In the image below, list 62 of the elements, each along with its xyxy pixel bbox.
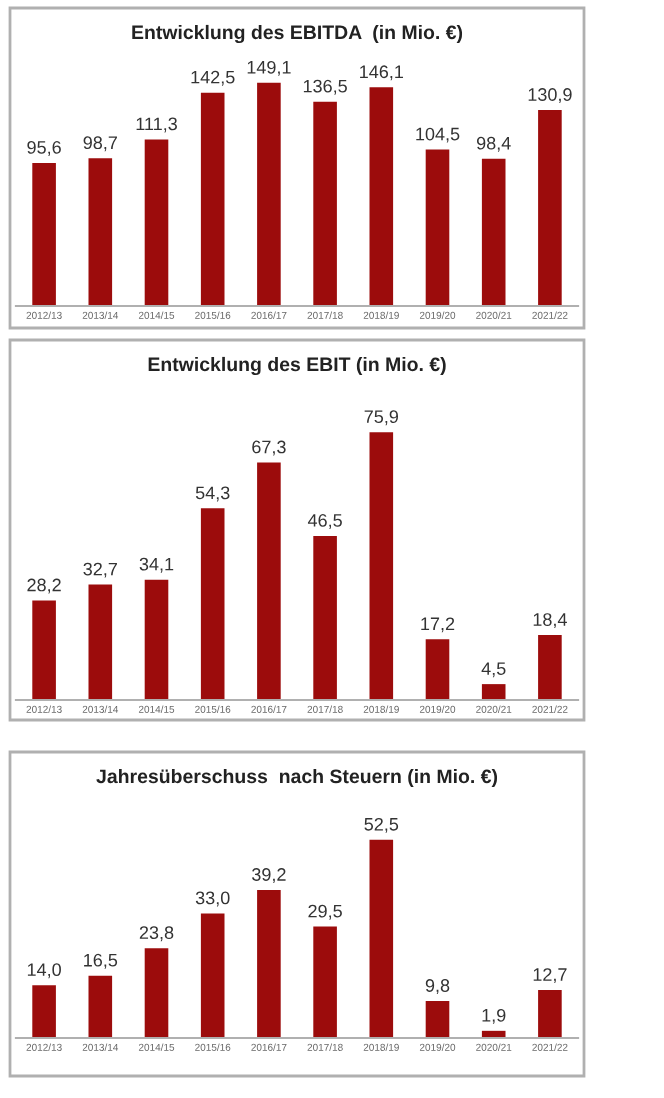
bar [88, 975, 113, 1038]
bar [32, 162, 56, 306]
data-label: 39,2 [252, 868, 286, 884]
data-label: 18,4 [533, 613, 567, 629]
bar [32, 600, 56, 700]
bar [425, 1001, 450, 1038]
bar [144, 579, 169, 700]
data-label: 29,5 [308, 904, 342, 920]
bar [481, 158, 506, 306]
data-label: 98,7 [83, 136, 117, 152]
bar [481, 684, 506, 700]
bar [200, 913, 225, 1038]
data-label: 46,5 [307, 513, 342, 529]
chart-title: Entwicklung des EBITDA (in Mio. €) [132, 24, 463, 44]
data-label: 95,6 [27, 140, 61, 156]
data-label: 28,2 [27, 578, 61, 594]
bar [257, 462, 281, 700]
data-label: 17,2 [421, 617, 455, 633]
data-label: 104,5 [416, 127, 460, 143]
data-label: 149,1 [247, 60, 291, 76]
data-label: 52,5 [364, 817, 399, 833]
bar [32, 985, 56, 1038]
data-label: 16,5 [84, 953, 118, 969]
bar [538, 110, 562, 306]
data-label: 130,9 [528, 88, 572, 104]
data-label: 33,0 [195, 891, 230, 907]
bar [200, 508, 225, 700]
data-label: 146,1 [360, 65, 404, 81]
data-label: 23,8 [139, 926, 174, 942]
bar [369, 87, 394, 306]
data-label: 34,1 [139, 557, 174, 573]
data-label: 12,7 [533, 968, 567, 984]
data-label: 1,9 [482, 1008, 506, 1024]
bar [88, 584, 113, 700]
data-label: 142,5 [191, 70, 235, 86]
bar [425, 639, 450, 700]
data-label: 111,3 [136, 117, 177, 133]
bar [425, 149, 450, 306]
chart-title: Jahresüberschuss nach Steuern (in Mio. €) [96, 768, 498, 788]
data-label: 4,5 [481, 662, 506, 678]
bar [538, 635, 562, 700]
bar [313, 101, 337, 306]
data-label: 54,3 [195, 486, 230, 502]
bar [88, 158, 113, 306]
data-label: 9,8 [425, 979, 450, 995]
data-label: 136,5 [303, 79, 347, 95]
bar [369, 432, 394, 700]
data-label: 75,9 [364, 410, 399, 426]
bar [369, 839, 394, 1038]
bar [313, 535, 337, 700]
bar [257, 890, 281, 1038]
data-label: 14,0 [27, 963, 61, 979]
bar [313, 926, 337, 1038]
bar [538, 990, 562, 1038]
bar [200, 92, 225, 306]
chart-title: Entwicklung des EBIT (in Mio. €) [148, 356, 446, 376]
data-label: 67,3 [252, 440, 286, 456]
bar [257, 82, 281, 306]
bar [144, 139, 169, 306]
data-label: 32,7 [83, 562, 117, 578]
data-label: 98,4 [476, 136, 511, 152]
bar [144, 948, 169, 1038]
